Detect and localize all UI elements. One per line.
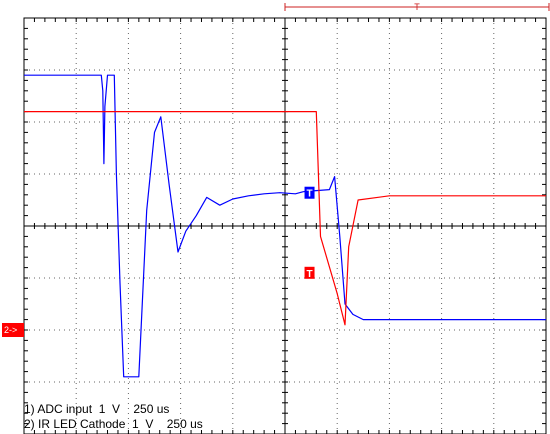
plot-area: T (23, 17, 547, 434)
channel-1-marker (304, 186, 315, 199)
trigger-marker-background (304, 266, 315, 279)
traces: T (24, 74, 546, 378)
grid (23, 17, 547, 434)
trigger-marker-label: T (306, 269, 312, 280)
trace-channel-2 (24, 111, 546, 326)
channel-2-marker-label: 2-> (4, 325, 17, 335)
legend-channel-2: 2) IR LED Cathode 1 V 250 us (24, 417, 203, 431)
legend-channel-1: 1) ADC input 1 V 250 us (24, 402, 169, 416)
channel-2-marker-background (2, 323, 24, 337)
timebase-label: T (414, 2, 420, 12)
trigger-marker[interactable]: T (304, 266, 315, 280)
timebase-bracket: T (284, 2, 550, 12)
channel-2-marker[interactable]: 2-> (2, 323, 24, 337)
trace-channel-1 (24, 74, 546, 378)
channel-1-marker-label: T (306, 189, 312, 200)
